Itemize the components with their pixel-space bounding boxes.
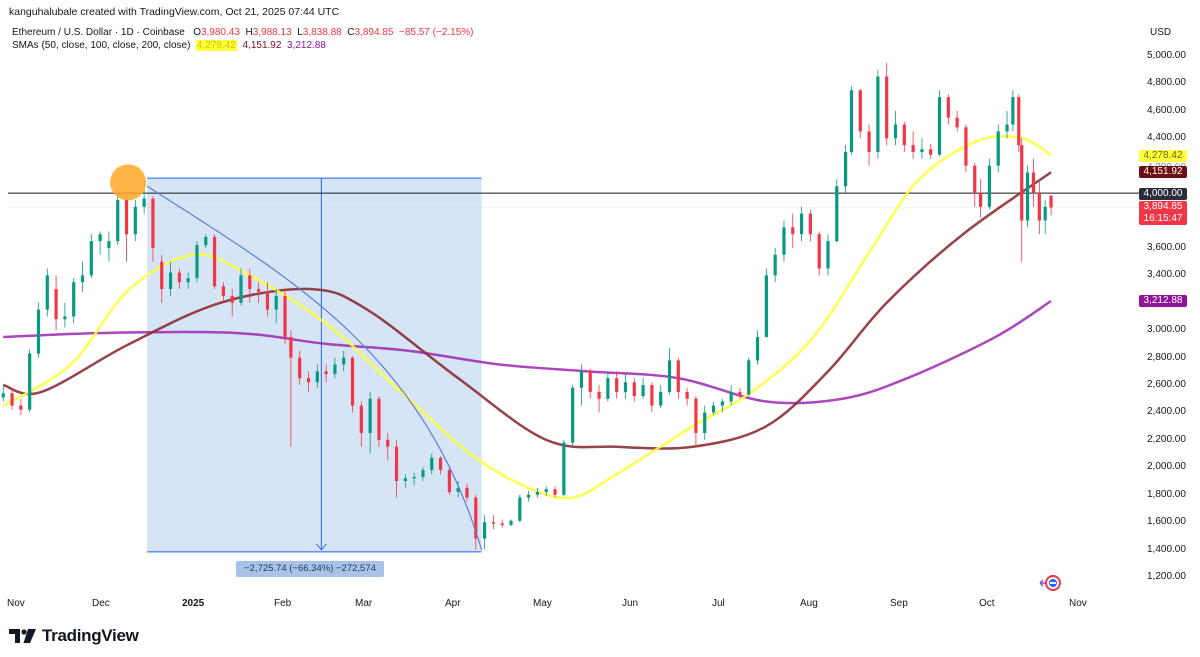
- time-tick: Nov: [1069, 598, 1087, 609]
- price-tick: 4,600.00: [1147, 104, 1186, 116]
- open-value: 3,980.43: [200, 27, 240, 38]
- price-tick: 1,800.00: [1147, 488, 1186, 500]
- sma100-value: 4,151.92: [242, 40, 282, 51]
- price-tick: 5,000.00: [1147, 50, 1186, 61]
- time-tick: Oct: [979, 598, 995, 609]
- earnings-event-icon[interactable]: [1038, 574, 1062, 592]
- tradingview-logo[interactable]: TradingView: [9, 626, 139, 646]
- time-tick: Sep: [890, 598, 908, 609]
- price-range-measure[interactable]: [147, 177, 482, 553]
- symbol-title: Ethereum / U.S. Dollar · 1D · Coinbase: [12, 27, 185, 38]
- bar-countdown: 16:15:47: [1143, 213, 1183, 224]
- tradingview-logo-icon: [9, 629, 36, 643]
- time-tick: Jun: [622, 598, 639, 609]
- sma-legend: SMAs (50, close, 100, close, 200, close)…: [12, 40, 326, 51]
- price-tick: 2,800.00: [1147, 351, 1186, 363]
- sma100-price-label: 4,151.92: [1139, 166, 1187, 178]
- chart-credit: kanguhalubale created with TradingView.c…: [9, 6, 340, 18]
- price-tick: 4,400.00: [1147, 132, 1186, 144]
- change-value: −85.57 (−2.15%): [399, 27, 474, 38]
- sma200-price-label: 3,212.88: [1139, 295, 1187, 307]
- price-tick: 2,000.00: [1147, 461, 1186, 473]
- time-tick: May: [533, 598, 552, 609]
- close-value: 3,894.85: [354, 27, 394, 38]
- price-tick: 3,000.00: [1147, 324, 1186, 336]
- high-value: 3,988.13: [252, 27, 292, 38]
- sma200-value: 3,212.88: [286, 40, 326, 51]
- last-price-label: 3,894.85 16:15:47: [1139, 201, 1187, 225]
- high-label: H: [245, 27, 253, 38]
- sma50-price-label: 4,278.42: [1139, 150, 1187, 162]
- time-tick: Apr: [445, 598, 461, 609]
- price-tick: 2,400.00: [1147, 406, 1186, 418]
- time-tick: Nov: [7, 598, 25, 609]
- price-tick: 2,600.00: [1147, 379, 1186, 391]
- time-tick: Aug: [800, 598, 818, 609]
- price-tick: 3,400.00: [1147, 269, 1186, 281]
- hline-price-label: 4,000.00: [1139, 188, 1187, 200]
- currency-label: USD: [1150, 27, 1172, 38]
- last-price-value: 3,894.85: [1143, 201, 1183, 212]
- time-tick: 2025: [182, 598, 205, 609]
- close-label: C: [347, 27, 355, 38]
- measure-label: −2,725.74 (−66.34%) −272,574: [236, 561, 384, 577]
- sma50-value: 4,278.42: [195, 40, 237, 51]
- price-tick: 1,400.00: [1147, 543, 1186, 555]
- sma-lines: [2, 134, 1052, 500]
- tradingview-logo-text: TradingView: [42, 626, 139, 645]
- low-value: 3,838.88: [302, 27, 342, 38]
- time-tick: Jul: [712, 598, 725, 609]
- symbol-legend: Ethereum / U.S. Dollar · 1D · Coinbase O…: [12, 27, 474, 38]
- time-tick: Mar: [355, 598, 373, 609]
- open-label: O: [193, 27, 201, 38]
- annotations[interactable]: [110, 164, 483, 551]
- time-tick: Dec: [92, 598, 110, 609]
- horizontal-line-4000[interactable]: [8, 192, 1139, 208]
- price-tick: 1,200.00: [1147, 570, 1186, 582]
- candlesticks: [1, 62, 1053, 550]
- price-tick: 1,600.00: [1147, 516, 1186, 528]
- time-tick: Feb: [274, 598, 292, 609]
- price-tick: 4,800.00: [1147, 77, 1186, 89]
- price-tick: 3,600.00: [1147, 241, 1186, 253]
- low-label: L: [297, 27, 303, 38]
- sma-label: SMAs (50, close, 100, close, 200, close): [12, 40, 191, 51]
- price-tick: 2,200.00: [1147, 433, 1186, 445]
